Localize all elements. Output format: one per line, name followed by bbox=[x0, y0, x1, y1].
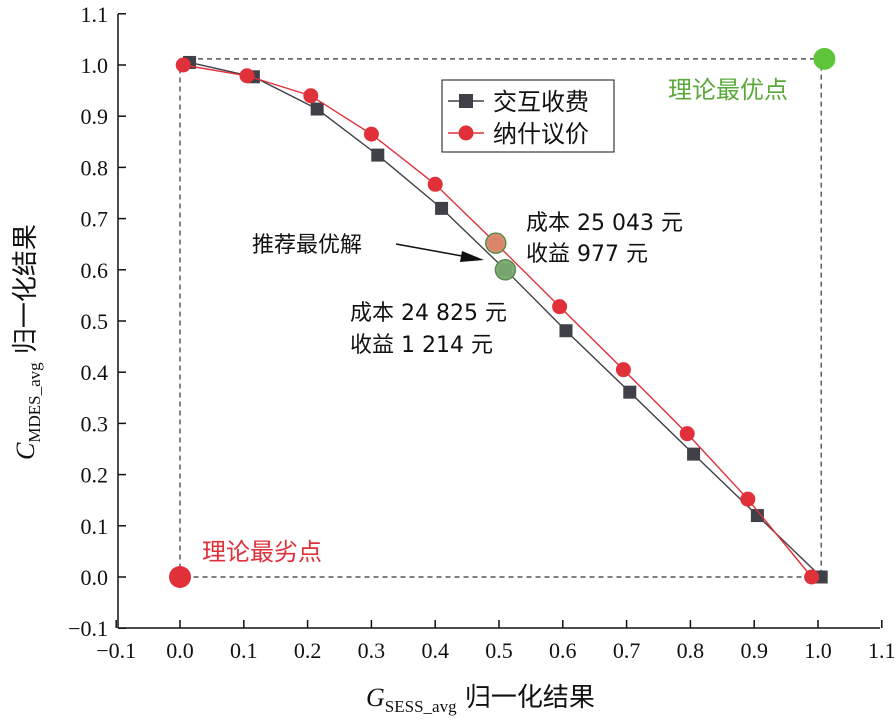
data-point-circle bbox=[804, 569, 820, 585]
x-axis-suffix: 归一化结果 bbox=[457, 683, 595, 713]
interactive-cost-label: 成本 24 825 元 bbox=[350, 301, 507, 326]
boundary-rect bbox=[179, 58, 822, 578]
legend-item-nash: 纳什议价 bbox=[448, 120, 589, 148]
x-tick-label: 0.3 bbox=[358, 638, 386, 663]
data-point-circle bbox=[615, 362, 631, 378]
data-point-square bbox=[371, 148, 385, 162]
data-point-square bbox=[559, 324, 573, 338]
data-point-circle bbox=[303, 88, 319, 104]
x-tick-label: 1.1 bbox=[868, 638, 896, 663]
y-tick-label: 0.8 bbox=[81, 155, 109, 180]
recommended-layer bbox=[485, 232, 517, 281]
optimal-point bbox=[813, 47, 836, 70]
data-point-square bbox=[687, 447, 701, 461]
data-point-circle bbox=[679, 426, 695, 442]
data-point-circle bbox=[239, 68, 255, 84]
x-tick-label: 1.0 bbox=[804, 638, 832, 663]
legend-box bbox=[441, 79, 615, 153]
data-point-square bbox=[750, 509, 764, 523]
recommend-arrow-line bbox=[395, 243, 463, 257]
recommended-point-interactive bbox=[494, 259, 517, 281]
legend-item-interactive: 交互收费 bbox=[448, 88, 589, 116]
data-point-square bbox=[623, 385, 637, 399]
recommended-point-nash bbox=[485, 232, 507, 254]
y-tick-label: 0.1 bbox=[81, 514, 109, 539]
y-tick-label: 1.1 bbox=[81, 2, 109, 27]
x-tick-label: 0.7 bbox=[613, 638, 641, 663]
x-axis-label: GSESS_avg 归一化结果 bbox=[366, 683, 595, 716]
x-tick-label: 0.4 bbox=[421, 638, 449, 663]
x-ticks: −0.1 0.0 0.1 0.2 0.3 0.4 0.5 0.6 0.7 0.8 0.9 1.0 1.1 bbox=[96, 620, 896, 663]
data-point-circle bbox=[427, 176, 443, 192]
nash-cost-label: 成本 25 043 元 bbox=[526, 211, 683, 236]
x-tick-label: 0.6 bbox=[549, 638, 577, 663]
optimal-point-label: 理论最优点 bbox=[668, 76, 788, 104]
x-tick-label: 0.0 bbox=[166, 638, 194, 663]
nash-revenue-label: 收益 977 元 bbox=[526, 242, 648, 267]
x-tick-label: 0.1 bbox=[230, 638, 258, 663]
legend-label-interactive: 交互收费 bbox=[493, 88, 589, 116]
y-axis-label: CMDES_avg 归一化结果 bbox=[11, 224, 44, 460]
worst-point-label: 理论最劣点 bbox=[202, 538, 322, 566]
y-tick-label: 0.9 bbox=[81, 104, 109, 129]
y-tick-label: 0.4 bbox=[81, 360, 109, 385]
recommend-arrow bbox=[395, 243, 484, 262]
data-point-circle bbox=[740, 491, 756, 507]
worst-point bbox=[169, 566, 191, 588]
x-tick-label: 0.5 bbox=[485, 638, 513, 663]
y-tick-label: 0.2 bbox=[81, 463, 109, 488]
y-tick-label: 1.0 bbox=[81, 53, 109, 78]
boundary-dashed-box bbox=[179, 58, 822, 578]
recommend-arrow-head bbox=[460, 251, 484, 262]
x-tick-label: 0.9 bbox=[740, 638, 768, 663]
data-point-square bbox=[435, 201, 449, 215]
data-point-square bbox=[310, 102, 324, 116]
y-tick-label: 0.0 bbox=[81, 565, 109, 590]
x-tick-label: −0.1 bbox=[96, 638, 136, 663]
x-axis-subscript: SESS_avg bbox=[385, 697, 457, 716]
legend-marker-circle bbox=[458, 125, 474, 141]
y-tick-label: 0.7 bbox=[81, 207, 109, 232]
data-point-circle bbox=[552, 299, 568, 315]
y-axis-subscript: MDES_avg bbox=[25, 362, 44, 443]
y-tick-label: 0.5 bbox=[81, 309, 109, 334]
recommend-label: 推荐最优解 bbox=[252, 233, 362, 258]
x-axis-symbol: G bbox=[366, 683, 385, 712]
y-ticks: −0.1 0.0 0.1 0.2 0.3 0.4 0.5 0.6 0.7 0.8 0.9 1.0 1.1 bbox=[68, 2, 126, 641]
x-tick-label: 0.2 bbox=[294, 638, 322, 663]
y-tick-label: 0.3 bbox=[81, 411, 109, 436]
y-tick-label: −0.1 bbox=[68, 616, 108, 641]
y-axis-symbol: C bbox=[11, 442, 40, 460]
interactive-revenue-label: 收益 1 214 元 bbox=[350, 333, 493, 358]
legend: 交互收费 纳什议价 bbox=[441, 79, 615, 153]
data-point-circle bbox=[175, 57, 191, 73]
y-axis-suffix: 归一化结果 bbox=[11, 224, 41, 362]
y-tick-label: 0.6 bbox=[81, 258, 109, 283]
data-point-circle bbox=[363, 126, 379, 142]
points-layer bbox=[169, 47, 836, 588]
x-tick-label: 0.8 bbox=[677, 638, 705, 663]
legend-label-nash: 纳什议价 bbox=[493, 120, 589, 148]
legend-marker-square bbox=[459, 94, 473, 108]
